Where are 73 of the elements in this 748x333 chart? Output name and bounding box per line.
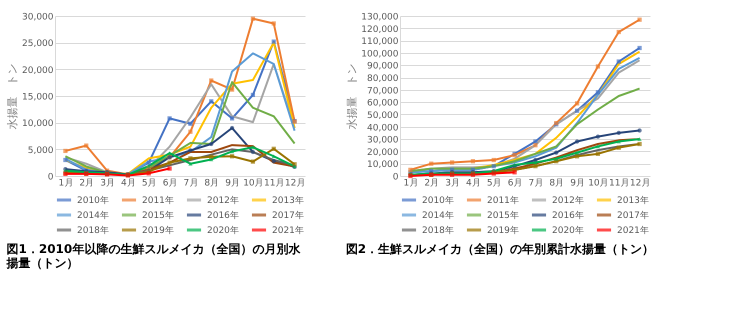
legend-label: 2010年 — [422, 195, 454, 206]
y-tick-label: 80,000 — [367, 74, 399, 84]
y-axis-title: 水揚量 トン — [6, 64, 20, 130]
legend-label: 2021年 — [272, 225, 304, 236]
x-tick-label: 12月 — [630, 178, 650, 188]
legend-label: 2014年 — [422, 210, 454, 221]
x-tick-label: 3月 — [100, 178, 115, 188]
legend-label: 2015年 — [487, 210, 519, 221]
x-tick-label: 3月 — [445, 178, 460, 188]
legend-label: 2016年 — [207, 210, 239, 221]
x-tick-label: 4月 — [466, 178, 481, 188]
y-tick-label: 130,000 — [361, 12, 399, 22]
x-tick-label: 6月 — [162, 178, 178, 188]
x-tick-label: 2月 — [424, 178, 440, 188]
legend-label: 2017年 — [272, 210, 304, 221]
legend-label: 2011年 — [487, 195, 519, 206]
y-tick-label: 10,000 — [22, 119, 54, 130]
y-tick-label: 20,000 — [22, 66, 54, 76]
x-tick-label: 1月 — [404, 178, 418, 188]
legend-label: 2012年 — [207, 195, 239, 206]
x-tick-label: 11月 — [609, 178, 630, 188]
x-tick-label: 10月 — [588, 178, 609, 188]
y-tick-label: 40,000 — [367, 123, 399, 134]
y-tick-label: 120,000 — [361, 24, 399, 35]
x-tick-label: 7月 — [528, 178, 544, 188]
x-tick-label: 9月 — [570, 178, 585, 188]
y-tick-label: 60,000 — [367, 98, 399, 109]
legend-label: 2012年 — [552, 195, 584, 206]
legend-label: 2019年 — [142, 225, 174, 236]
x-tick-label: 7月 — [184, 178, 198, 188]
legend-label: 2010年 — [77, 195, 109, 206]
y-tick-label: 30,000 — [22, 12, 54, 22]
y-tick-label: 25,000 — [22, 39, 54, 50]
y-tick-label: 70,000 — [367, 86, 399, 96]
y-tick-label: 100,000 — [361, 49, 399, 60]
y-axis-title: 水揚量 トン — [345, 64, 358, 130]
legend-label: 2018年 — [77, 225, 109, 236]
legend-label: 2020年 — [207, 225, 239, 236]
legend-label: 2017年 — [617, 210, 649, 221]
y-tick-label: 20,000 — [367, 148, 399, 158]
x-tick-label: 10月 — [243, 178, 264, 188]
x-tick-label: 1月 — [58, 178, 74, 188]
text: 図2．生鮮スルメイカ（全国）の年別累計水揚量（トン） — [346, 242, 654, 256]
x-tick-label: 8月 — [204, 178, 220, 188]
x-tick-label: 5月 — [486, 178, 502, 188]
text: 図1．2010年以降の生鮮スルメイカ（全国）の月別水揚量（トン） — [6, 242, 302, 270]
legend-label: 2011年 — [142, 195, 174, 206]
x-tick-label: 11月 — [264, 178, 284, 188]
x-tick-label: 12月 — [284, 178, 306, 188]
legend-label: 2021年 — [617, 225, 649, 236]
x-tick-label: 9月 — [225, 178, 240, 188]
y-tick-label: 30,000 — [367, 136, 399, 146]
y-tick-label: 5,000 — [28, 146, 54, 156]
y-tick-label: 90,000 — [367, 62, 399, 72]
legend-label: 2019年 — [487, 225, 519, 236]
x-tick-label: 2月 — [79, 178, 94, 188]
x-tick-label: 8月 — [549, 178, 564, 188]
y-tick-label: 0 — [392, 172, 399, 182]
x-tick-label: 4月 — [121, 178, 136, 188]
y-tick-label: 50,000 — [367, 110, 399, 121]
x-tick-label: 6月 — [508, 178, 522, 188]
legend-label: 2018年 — [422, 225, 454, 236]
legend-label: 2013年 — [272, 195, 304, 206]
y-tick-label: 10,000 — [367, 160, 399, 170]
y-tick-label: 15,000 — [22, 92, 54, 102]
y-tick-label: 0 — [48, 172, 54, 182]
x-tick-label: 5月 — [142, 178, 157, 188]
legend-label: 2016年 — [552, 210, 584, 221]
legend-label: 2015年 — [142, 210, 174, 221]
legend-label: 2013年 — [617, 195, 649, 206]
y-tick-label: 110,000 — [361, 37, 399, 48]
legend-label: 2014年 — [77, 210, 109, 221]
legend-label: 2020年 — [552, 225, 584, 236]
